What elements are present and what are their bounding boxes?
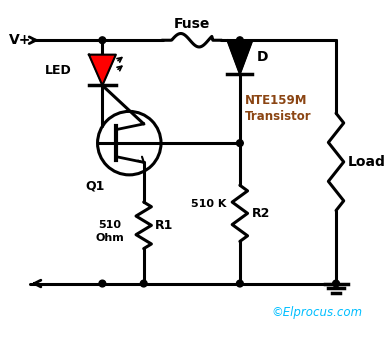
Text: Ohm: Ohm [96,233,124,243]
Text: Load: Load [348,155,385,169]
Text: ©Elprocus.com: ©Elprocus.com [271,306,362,319]
Circle shape [236,140,243,146]
Text: R1: R1 [155,219,174,232]
Circle shape [236,37,243,44]
Circle shape [333,280,339,287]
Circle shape [99,280,106,287]
Text: 510: 510 [98,220,122,230]
Text: Q1: Q1 [85,180,104,193]
Text: V+: V+ [9,33,31,47]
Circle shape [236,280,243,287]
Text: 510 K: 510 K [191,199,227,209]
Polygon shape [227,40,252,74]
Text: NTE159M: NTE159M [245,94,307,107]
Circle shape [140,280,147,287]
Text: D: D [257,50,269,64]
Text: LED: LED [45,63,72,76]
Circle shape [99,37,106,44]
Polygon shape [89,55,116,85]
Text: R2: R2 [251,207,270,220]
Text: Fuse: Fuse [174,16,210,31]
Text: Transistor: Transistor [245,110,311,123]
